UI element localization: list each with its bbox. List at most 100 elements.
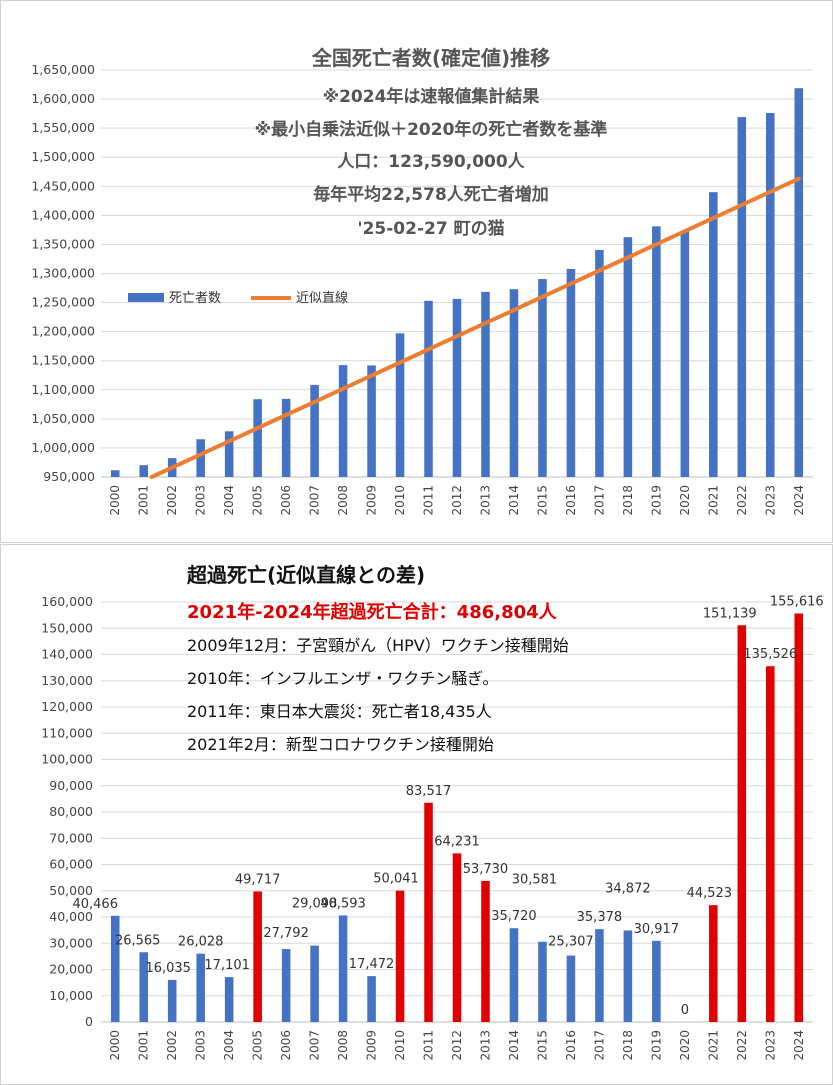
legend-swatch-bar <box>128 293 164 302</box>
x-tick-label: 2018 <box>621 1030 635 1061</box>
annotation-line: 2009年12月：子宮頸がん（HPV）ワクチン接種開始 <box>187 636 569 655</box>
x-tick-label: 2002 <box>165 485 179 516</box>
data-label: 44,523 <box>687 886 733 901</box>
y-tick-label: 70,000 <box>49 830 93 845</box>
data-label: 40,593 <box>320 896 366 911</box>
bar <box>566 955 576 1022</box>
y-tick-label: 160,000 <box>41 594 93 609</box>
data-label: 155,616 <box>770 595 824 610</box>
note-line: '25-02-27 町の猫 <box>357 218 504 239</box>
note-line: ※最小自乗法近似＋2020年の死亡者数を基準 <box>255 119 608 140</box>
y-tick-label: 1,000,000 <box>31 440 95 455</box>
data-label: 30,917 <box>634 922 680 937</box>
data-label: 35,378 <box>577 910 623 925</box>
bar <box>253 891 262 1022</box>
y-tick-label: 100,000 <box>41 752 93 767</box>
bar <box>281 949 291 1022</box>
data-label: 29,098 <box>292 897 338 912</box>
x-tick-label: 2009 <box>365 1030 379 1061</box>
total-deaths-chart-panel: 1,650,000 1,600,000 1,550,000 1,500,000 1,45… <box>0 0 833 543</box>
y-tick-label: 950,000 <box>43 469 95 484</box>
y-tick-label: 10,000 <box>49 988 93 1003</box>
bar <box>481 291 490 477</box>
bar <box>652 940 661 1022</box>
bar <box>196 439 205 477</box>
x-tick-label: 2017 <box>592 1030 606 1061</box>
bar <box>110 915 120 1022</box>
x-tick-label: 2010 <box>393 485 407 516</box>
x-tick-label: 2012 <box>450 1030 464 1061</box>
x-tick-label: 2011 <box>422 485 436 516</box>
bar <box>794 88 804 478</box>
x-tick-label: 2023 <box>763 485 777 516</box>
excess-deaths-chart: 160,000 150,000 140,000 130,000 120,000 110,0… <box>41 563 823 1061</box>
x-tick-label: 2009 <box>365 485 379 516</box>
bar <box>481 880 490 1022</box>
x-tick-label: 2000 <box>108 485 122 516</box>
y-tick-label: 1,500,000 <box>31 149 95 164</box>
y-tick-label: 40,000 <box>49 909 93 924</box>
x-tick-label: 2004 <box>222 485 236 516</box>
y-tick-label: 1,150,000 <box>31 353 95 368</box>
note-line: 毎年平均22,578人死亡者増加 <box>313 184 549 205</box>
bar <box>167 979 177 1022</box>
annotation-line: 2021年2月：新型コロナワクチン接種開始 <box>187 735 494 754</box>
x-tick-label: 2022 <box>735 1030 749 1061</box>
highlight-total: 2021年-2024年超過死亡合計：486,804人 <box>187 601 558 623</box>
x-tick-label: 2010 <box>393 1030 407 1061</box>
x-tick-label: 2006 <box>279 1030 293 1061</box>
y-tick-label: 1,650,000 <box>31 62 95 77</box>
data-label: 17,101 <box>204 958 250 973</box>
x-tick-label: 2000 <box>108 1030 122 1061</box>
note-line: ※2024年は速報値集計結果 <box>323 86 540 107</box>
y-tick-label: 150,000 <box>41 620 93 635</box>
bar <box>709 905 718 1022</box>
y-tick-label: 1,300,000 <box>31 266 95 281</box>
annotation-line: 2011年：東日本大震災：死亡者18,435人 <box>187 702 492 721</box>
bar <box>338 365 348 477</box>
note-line: 人口：123,590,000人 <box>337 152 525 172</box>
data-labels-group: 40,466 26,565 16,035 26,028 17,101 49,717 27,7… <box>72 595 823 1018</box>
y-tick-label: 80,000 <box>49 804 93 819</box>
bar <box>367 365 376 477</box>
x-tick-label: 2007 <box>308 485 322 516</box>
trend-line <box>149 176 801 479</box>
bar <box>224 977 234 1022</box>
data-label: 26,565 <box>115 933 161 948</box>
y-tick-label: 1,450,000 <box>31 178 95 193</box>
bar <box>139 465 148 477</box>
y-axis-ticks: 160,000 150,000 140,000 130,000 120,000 110,0… <box>41 594 93 1029</box>
y-tick-label: 1,550,000 <box>31 120 95 135</box>
bar <box>680 231 690 477</box>
x-tick-label: 2014 <box>507 1030 521 1061</box>
bar <box>110 470 120 477</box>
bar <box>623 930 633 1022</box>
data-label: 50,041 <box>373 872 419 887</box>
bar <box>623 237 633 477</box>
y-tick-label: 90,000 <box>49 778 93 793</box>
y-tick-label: 1,250,000 <box>31 295 95 310</box>
y-tick-label: 20,000 <box>49 962 93 977</box>
bar <box>310 945 319 1022</box>
x-tick-label: 2003 <box>194 1030 208 1061</box>
x-tick-label: 2001 <box>137 485 151 516</box>
bar <box>395 333 405 477</box>
y-tick-label: 1,050,000 <box>31 411 95 426</box>
x-tick-label: 2016 <box>564 485 578 516</box>
bar <box>794 613 804 1022</box>
data-label: 0 <box>681 1003 689 1018</box>
data-label: 34,872 <box>605 881 651 896</box>
data-label: 27,792 <box>263 926 309 941</box>
bar <box>709 192 718 478</box>
y-tick-label: 1,600,000 <box>31 91 95 106</box>
chart-title: 超過死亡(近似直線との差) <box>186 563 425 587</box>
x-axis-ticks: 2000 2001 2002 2003 2004 2005 2006 2007 2008 2009… <box>108 485 806 516</box>
y-tick-label: 120,000 <box>41 699 93 714</box>
bar <box>766 666 775 1022</box>
x-tick-label: 2003 <box>194 485 208 516</box>
bar <box>595 929 604 1022</box>
bar <box>424 802 433 1022</box>
x-tick-label: 2004 <box>222 1030 236 1061</box>
x-tick-label: 2013 <box>478 1030 492 1061</box>
bar <box>538 279 547 477</box>
